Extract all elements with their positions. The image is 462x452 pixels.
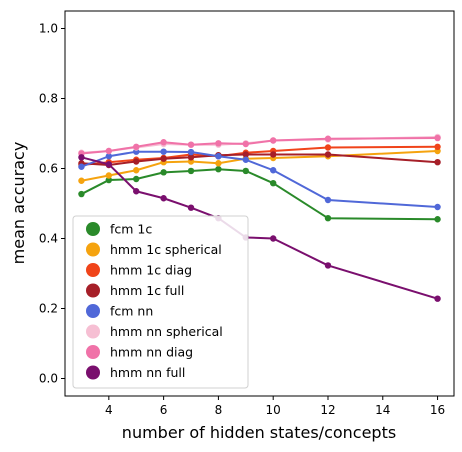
data-point-hmm-1c-full (187, 154, 195, 161)
data-point-fcm-nn (324, 196, 332, 204)
data-point-fcm-1c (215, 166, 222, 173)
x-tick-label: 4 (105, 403, 113, 417)
data-point-hmm-nn-diag (269, 137, 277, 144)
x-tick-label: 10 (266, 403, 281, 417)
legend-label-hmm-1c-diag: hmm 1c diag (110, 263, 192, 278)
legend-marker-hmm-1c-diag (86, 263, 100, 277)
y-axis-label: mean accuracy (9, 142, 28, 265)
data-point-hmm-nn-full (269, 235, 277, 242)
data-point-hmm-1c-diag (324, 144, 332, 151)
data-point-fcm-1c (242, 167, 250, 175)
data-point-hmm-nn-diag (324, 135, 332, 142)
data-point-fcm-1c (434, 216, 441, 223)
data-point-hmm-1c-full (269, 151, 277, 158)
data-point-hmm-nn-diag (434, 134, 441, 142)
y-tick-label: 0.2 (39, 302, 58, 316)
data-point-hmm-1c-diag (434, 143, 441, 150)
data-point-fcm-1c (105, 176, 113, 184)
data-point-hmm-nn-full (78, 154, 85, 161)
legend-label-fcm-1c: fcm 1c (110, 222, 152, 237)
series-line-fcm-1c (80, 168, 438, 221)
data-point-fcm-nn (105, 153, 113, 160)
data-point-hmm-1c-spherical (215, 160, 222, 167)
data-point-fcm-nn (187, 148, 195, 156)
data-point-hmm-nn-diag (105, 147, 113, 155)
legend-marker-fcm-nn (86, 304, 100, 318)
legend-label-hmm-nn-spherical: hmm nn spherical (110, 324, 223, 339)
data-point-fcm-1c (78, 190, 85, 198)
legend-label-fcm-nn: fcm nn (110, 304, 153, 319)
x-tick-label: 14 (375, 403, 390, 417)
data-point-hmm-nn-diag (242, 140, 250, 148)
data-point-hmm-1c-spherical (78, 177, 85, 184)
y-tick-label: 0.8 (39, 92, 58, 106)
data-point-hmm-nn-diag (160, 139, 167, 146)
data-point-fcm-nn (434, 203, 441, 211)
data-point-fcm-1c (160, 169, 167, 176)
legend-marker-hmm-nn-diag (86, 345, 100, 359)
data-point-hmm-1c-full (160, 155, 167, 162)
data-point-fcm-1c (324, 215, 332, 222)
data-point-hmm-1c-spherical (133, 167, 140, 174)
legend-marker-fcm-1c (86, 222, 100, 236)
data-point-fcm-1c (187, 167, 195, 175)
data-point-fcm-nn (242, 156, 250, 163)
x-axis-label: number of hidden states/concepts (122, 423, 396, 442)
data-point-fcm-nn (269, 167, 277, 174)
data-point-hmm-nn-diag (133, 143, 140, 150)
data-point-hmm-1c-full (133, 158, 140, 165)
series-line-fcm-nn (81, 150, 438, 208)
data-point-hmm-nn-diag (187, 141, 195, 148)
series-line-hmm-1c-full (81, 153, 438, 166)
data-point-fcm-nn (215, 153, 222, 160)
data-point-hmm-nn-full (434, 295, 441, 302)
series-hmm-nn-diag (78, 134, 441, 157)
data-point-hmm-1c-full (434, 159, 441, 166)
data-point-fcm-nn (160, 148, 167, 155)
data-point-hmm-nn-full (187, 204, 195, 211)
legend-marker-hmm-1c-spherical (86, 242, 100, 257)
series-line-hmm-nn-diag (81, 137, 438, 155)
data-point-hmm-nn-diag (215, 140, 222, 147)
data-point-hmm-1c-full (242, 151, 250, 158)
legend-label-hmm-1c-spherical: hmm 1c spherical (110, 242, 222, 257)
data-point-hmm-1c-spherical (105, 172, 113, 179)
x-tick-label: 16 (430, 403, 445, 417)
y-axis: 0.0 0.2 0.4 0.6 0.8 1.0 (39, 22, 65, 386)
y-tick-label: 1.0 (39, 22, 58, 36)
data-point-fcm-1c (269, 180, 277, 187)
x-tick-label: 12 (320, 403, 335, 417)
x-tick-label: 6 (160, 403, 168, 417)
legend-label-hmm-nn-full: hmm nn full (110, 365, 185, 380)
legend-frame (72, 215, 249, 389)
legend-label-hmm-nn-diag: hmm nn diag (110, 345, 193, 360)
legend-marker-hmm-nn-spherical (86, 324, 100, 339)
data-point-fcm-1c (133, 175, 140, 183)
legend-marker-hmm-1c-full (86, 283, 100, 298)
data-point-hmm-nn-full (133, 188, 140, 195)
data-point-hmm-nn-full (160, 195, 167, 202)
data-point-hmm-nn-full (105, 161, 113, 168)
y-tick-label: 0.4 (39, 232, 58, 246)
series-line-hmm-nn-full (81, 156, 438, 300)
series-line-hmm-1c-spherical (81, 150, 438, 182)
series-fcm-nn (78, 148, 441, 211)
series-fcm-1c (78, 166, 441, 223)
x-axis: 4 6 8 10 12 14 16 (105, 396, 445, 417)
x-tick-label: 8 (215, 403, 223, 417)
legend: fcm 1c hmm 1c spherical hmm 1c diag hmm 1c … (72, 215, 249, 389)
data-point-fcm-nn (78, 163, 85, 170)
legend-marker-hmm-nn-full (86, 365, 100, 380)
y-tick-label: 0.6 (39, 162, 58, 176)
y-tick-label: 0.0 (39, 372, 58, 386)
data-point-hmm-nn-full (324, 262, 332, 269)
legend-label-hmm-1c-full: hmm 1c full (110, 283, 184, 298)
data-point-hmm-1c-full (324, 151, 332, 158)
series-layer (78, 133, 441, 302)
